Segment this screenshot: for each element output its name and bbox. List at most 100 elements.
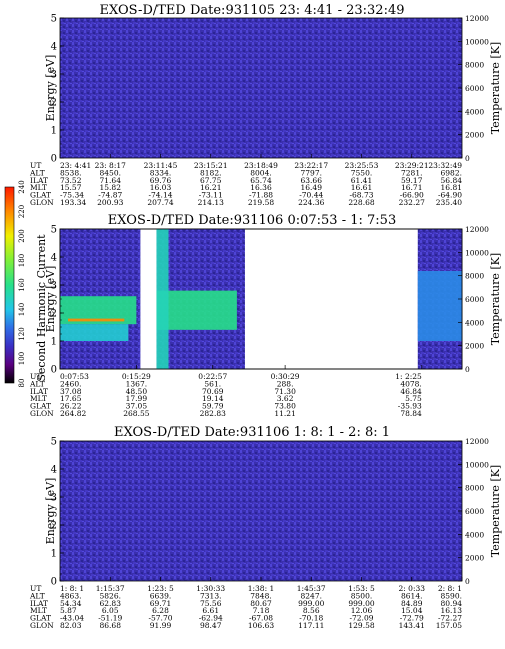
orbit-value: 8334. <box>150 168 171 177</box>
row-label-glat: GLAT <box>30 191 51 200</box>
orbit-value: 23:25:53 <box>345 161 379 170</box>
orbit-value: 23: 4:41 <box>60 161 91 170</box>
orbit-value: -73.11 <box>199 191 223 200</box>
row-label-ut: UT <box>30 584 41 593</box>
orbit-value: 207.74 <box>147 198 173 207</box>
orbit-value: 999.00 <box>298 599 324 608</box>
orbit-value: 6.61 <box>202 606 219 615</box>
orbit-value: 288. <box>277 379 294 388</box>
orbit-value: 59.79 <box>202 402 224 411</box>
orbit-value: 0:15:29 <box>122 372 151 381</box>
panel-1-orbit-table: UT 23: 4:41 23: 8:17 23:11:45 23:15:21 23:18:… <box>29 161 462 207</box>
orbit-value: 46.84 <box>400 387 422 396</box>
colorbar-scale <box>4 186 15 384</box>
orbit-value: 71.64 <box>100 176 122 185</box>
row-label-alt: ALT <box>29 591 45 600</box>
orbit-value: 193.34 <box>60 198 86 207</box>
y-tick-label: 1 <box>51 337 57 348</box>
orbit-value: 37.05 <box>126 402 148 411</box>
orbit-value: -74.87 <box>98 191 122 200</box>
orbit-value: 268.55 <box>123 409 149 418</box>
orbit-value: 16.03 <box>150 183 172 192</box>
orbit-value: 54.34 <box>60 599 82 608</box>
panel-2-title: EXOS-D/TED Date:931106 0:07:53 - 1: 7:53 <box>108 213 396 228</box>
orbit-value: 56.84 <box>441 176 463 185</box>
orbit-value: 1:15:37 <box>96 584 125 593</box>
orbit-value: 6.28 <box>152 606 169 615</box>
row-label-ilat: ILAT <box>30 387 48 396</box>
orbit-value: -72.79 <box>400 614 424 623</box>
y2-tick-label: 12000 <box>465 225 489 234</box>
colorbar-tick-label: 220 <box>18 205 26 218</box>
orbit-value: 0:22:57 <box>198 372 227 381</box>
orbit-value: 8450. <box>100 168 121 177</box>
orbit-value: 3.62 <box>277 394 294 403</box>
colorbar-tick-label: 160 <box>18 278 26 291</box>
orbit-value: 7848. <box>250 591 271 600</box>
y2-tick-label: 10000 <box>465 248 489 257</box>
orbit-value: 16.81 <box>441 183 462 192</box>
orbit-value: 224.36 <box>298 198 324 207</box>
row-label-glat: GLAT <box>30 402 51 411</box>
row-label-mlt: MLT <box>30 183 47 192</box>
orbit-value: 16.61 <box>351 183 372 192</box>
y2-tick-label: 8000 <box>465 272 484 281</box>
orbit-value: 1367. <box>126 379 147 388</box>
y-tick-label: 4 <box>51 253 57 264</box>
panel-2-orbit-table: UT 0:07:53 0:15:29 0:22:57 0:30:29 1: 2:25 ALT… <box>29 372 422 418</box>
orbit-value: 7313. <box>200 591 221 600</box>
orbit-value: 4863. <box>60 591 81 600</box>
y-tick-label: 3 <box>51 493 57 504</box>
orbit-value: 23:29:21 <box>395 161 429 170</box>
orbit-value: 8.56 <box>303 606 320 615</box>
orbit-value: 23: 8:17 <box>95 161 127 170</box>
row-label-ut: UT <box>30 372 41 381</box>
orbit-value: 98.47 <box>200 621 222 630</box>
orbit-value: 8590. <box>441 591 462 600</box>
orbit-value: 219.58 <box>248 198 274 207</box>
y-tick-label: 5 <box>51 14 57 25</box>
intensity-band <box>417 271 462 341</box>
orbit-value: 61.41 <box>351 176 372 185</box>
orbit-value: 15.04 <box>401 606 423 615</box>
intensity-band <box>68 318 125 322</box>
orbit-value: -43.04 <box>60 614 84 623</box>
orbit-value: 59.17 <box>401 176 423 185</box>
colorbar-ticks: 80 100 120 140 160 180 200 220 240 <box>18 180 26 387</box>
y-tick-label: 4 <box>51 42 57 53</box>
row-label-ilat: ILAT <box>30 176 48 185</box>
row-label-ut: UT <box>30 161 41 170</box>
orbit-value: -70.18 <box>299 614 323 623</box>
orbit-value: -72.27 <box>438 614 462 623</box>
orbit-value: 75.56 <box>200 599 222 608</box>
orbit-value: -51.19 <box>98 614 122 623</box>
orbit-value: 82.03 <box>60 621 82 630</box>
orbit-value: 16.49 <box>301 183 323 192</box>
orbit-value: 264.82 <box>60 409 86 418</box>
orbit-value: 143.41 <box>399 621 425 630</box>
orbit-value: -70.44 <box>299 191 323 200</box>
orbit-value: -64.90 <box>438 191 462 200</box>
orbit-value: 6982. <box>441 168 462 177</box>
y2-tick-label: 10000 <box>465 37 489 46</box>
y2-tick-label: 4000 <box>465 318 484 327</box>
y2-tick-label: 4000 <box>465 107 484 116</box>
panel-2-y2label: Temperature [K] <box>489 253 502 345</box>
row-label-glon: GLON <box>30 198 54 207</box>
colorbar-label: Second Harmonic Current <box>35 234 48 382</box>
colorbar: 80 100 120 140 160 180 200 220 240 Second Harmon… <box>4 180 48 387</box>
panel-3-plot-area <box>59 440 463 582</box>
intensity-band <box>60 324 129 341</box>
orbit-value: 0:07:53 <box>60 372 89 381</box>
y-tick-label: 2 <box>51 309 57 320</box>
orbit-value: 1:23: 5 <box>147 584 174 593</box>
orbit-value: -62.94 <box>199 614 223 623</box>
orbit-value: 5.87 <box>60 606 77 615</box>
panel-1-title: EXOS-D/TED Date:931105 23: 4:41 - 23:32:… <box>100 3 405 18</box>
orbit-value: 17.65 <box>60 394 82 403</box>
orbit-value: 117.11 <box>298 621 324 630</box>
orbit-value: 7550. <box>351 168 372 177</box>
orbit-value: -71.88 <box>249 191 273 200</box>
panel-2: EXOS-D/TED Date:931106 0:07:53 - 1: 7:53… <box>29 213 502 418</box>
